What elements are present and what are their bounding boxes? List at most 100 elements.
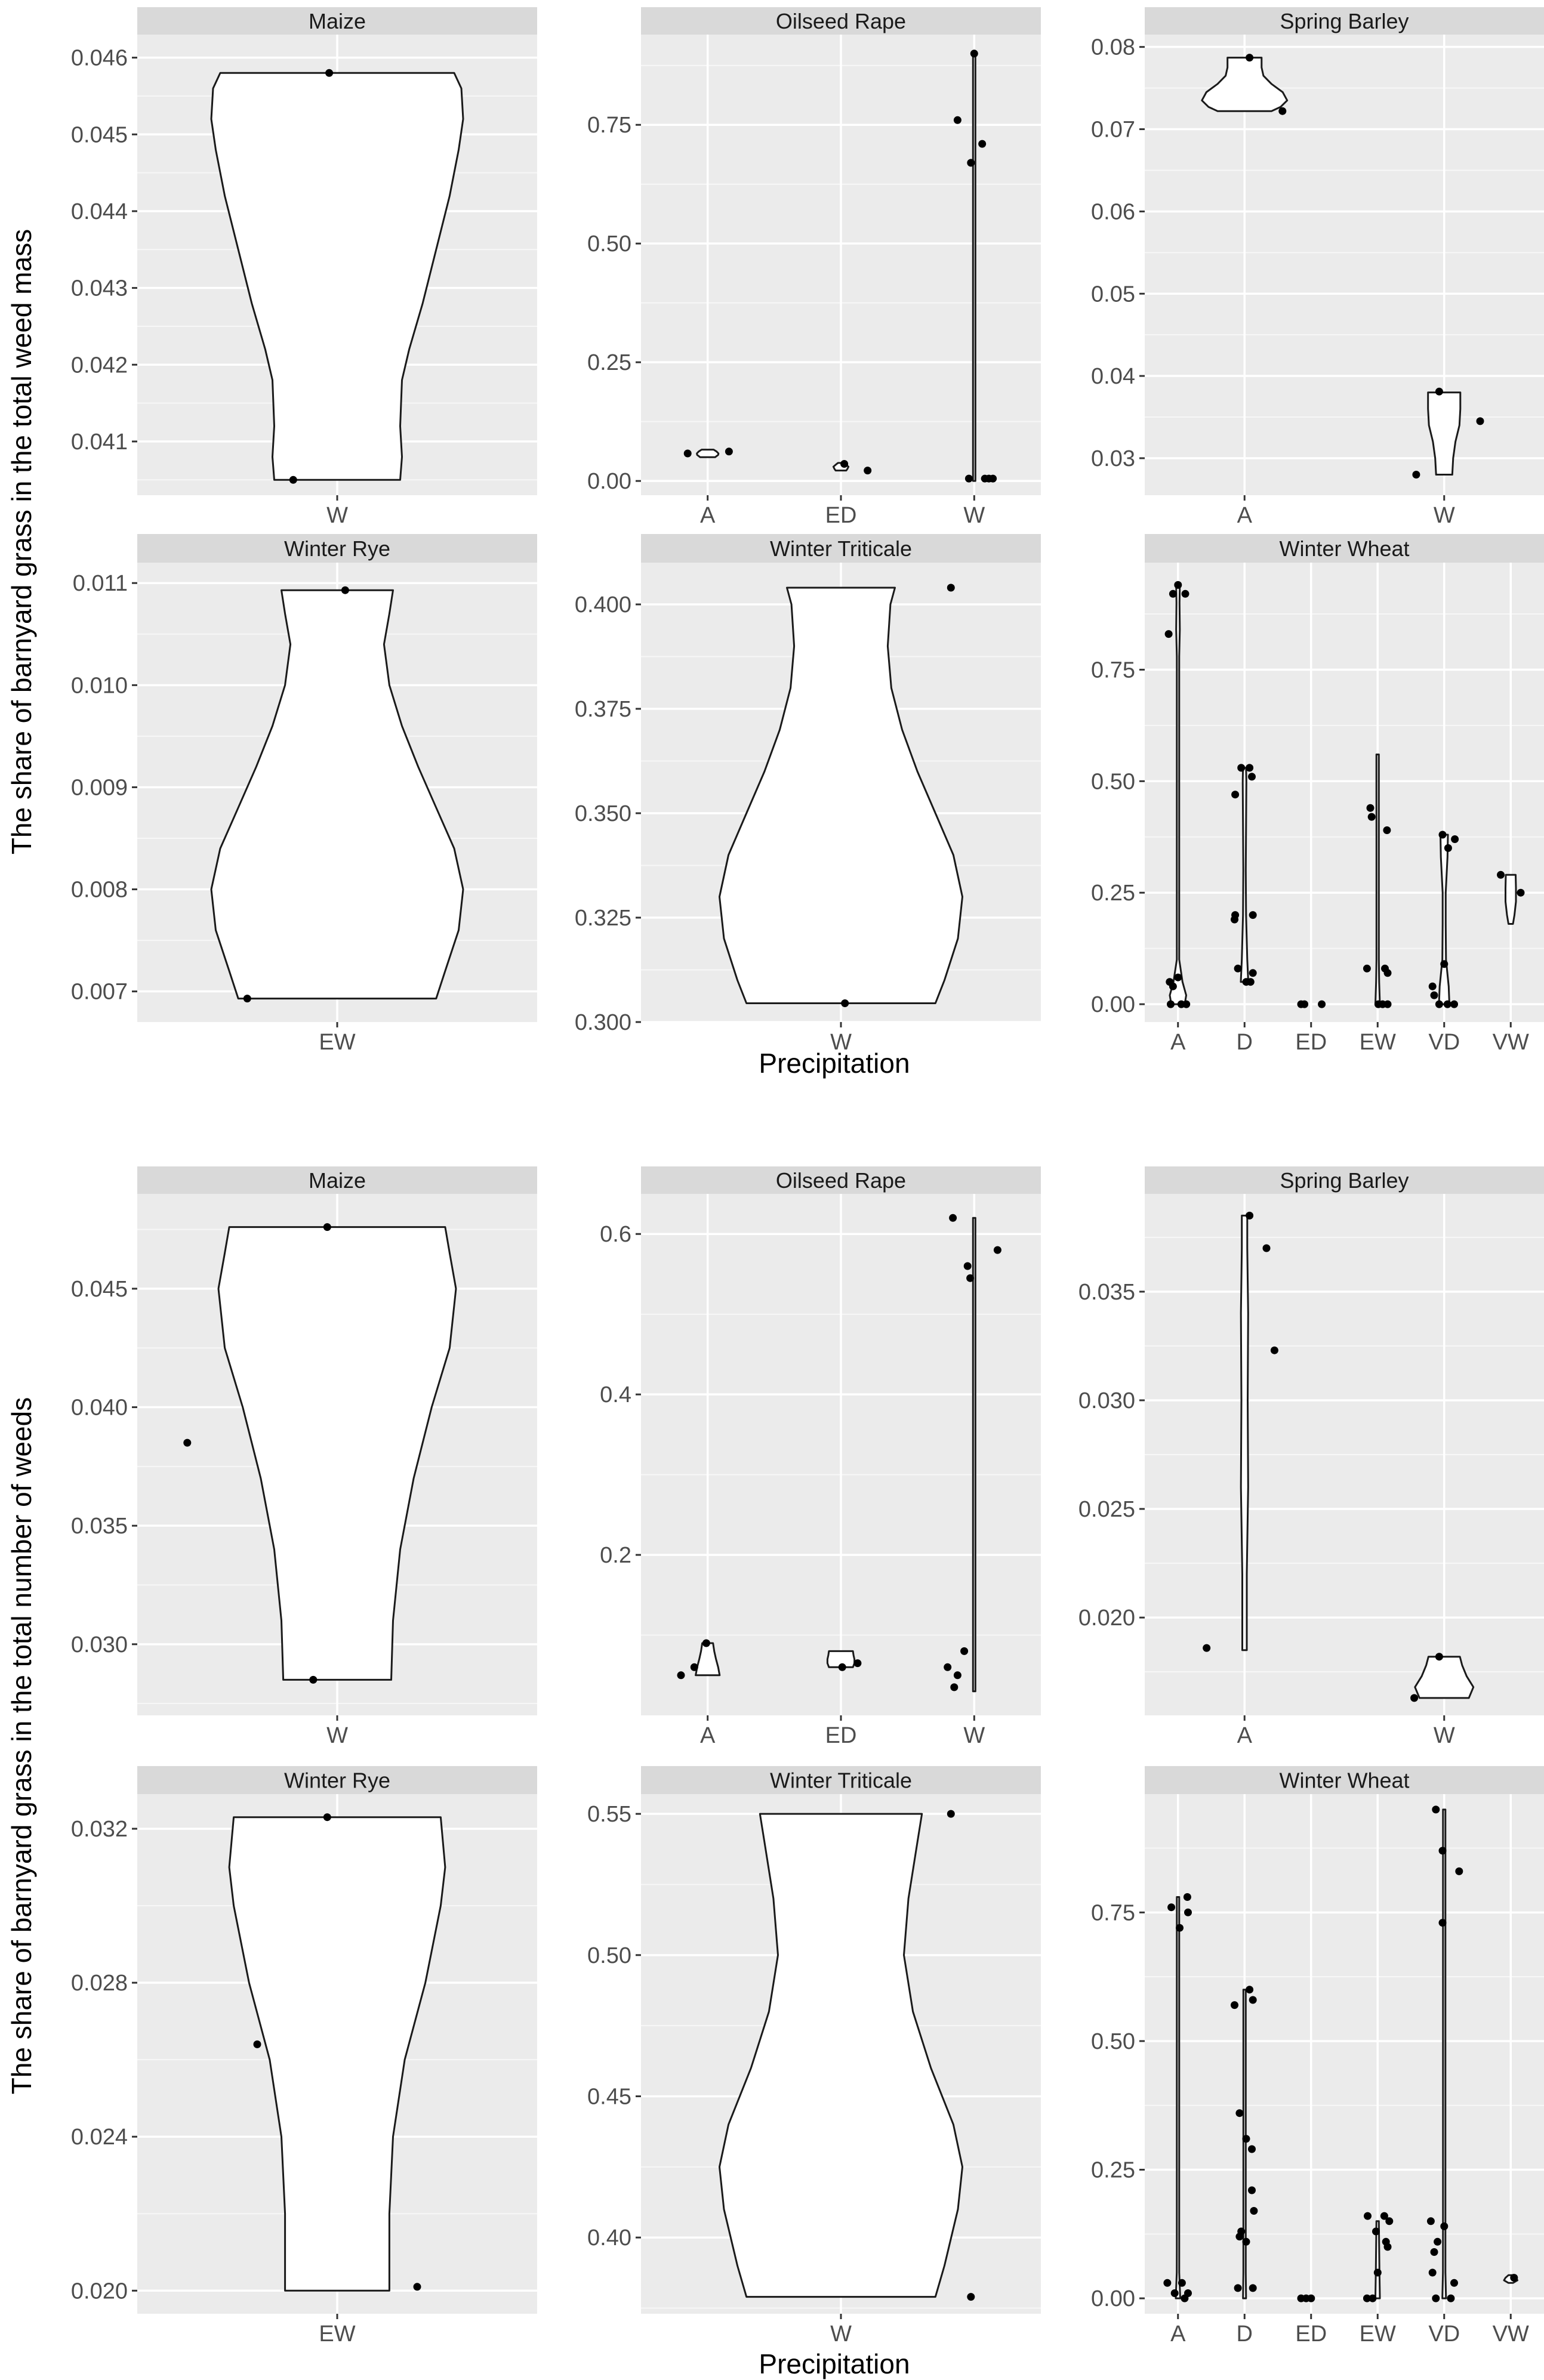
- top-winter-wheat-data-point: [1167, 1000, 1175, 1008]
- top-maize-data-point: [325, 69, 334, 77]
- bottom-winter-wheat-data-point: [1428, 2268, 1437, 2277]
- top-winter-wheat-data-point: [1249, 969, 1257, 977]
- bottom-winter-triticale-violin-w: [719, 1813, 963, 2298]
- bottom-winter-triticale-y-tick-label: 0.50: [587, 1943, 631, 1968]
- bottom-oilseed-rape-y-tick-label: 0.6: [600, 1222, 631, 1247]
- bottom-oilseed-rape-y-tick-label: 0.4: [600, 1382, 631, 1407]
- bottom-spring-barley-data-point: [1435, 1653, 1443, 1661]
- top-oilseed-rape-data-point: [967, 159, 975, 167]
- bottom-winter-rye-strip-title: Winter Rye: [284, 1768, 390, 1793]
- top-winter-wheat-data-point: [1435, 1000, 1443, 1008]
- bottom-winter-wheat-y-tick-label: 0.50: [1091, 2029, 1135, 2054]
- bottom-winter-rye-panel: Winter Rye 0.020 0.024 0.028 0.032 EW: [71, 1766, 537, 2347]
- top-winter-wheat-data-point: [1366, 804, 1375, 812]
- bottom-winter-wheat-data-point: [1455, 1867, 1463, 1875]
- bottom-winter-wheat-x-tick-label-ed: ED: [1295, 2322, 1327, 2347]
- bottom-winter-wheat-x-tick-label-vd: VD: [1428, 2322, 1460, 2347]
- top-spring-barley-strip: [1145, 7, 1544, 35]
- bottom-x-axis-title: Precipitation: [759, 2348, 910, 2379]
- top-oilseed-rape-panel: Oilseed Rape 0.00 0.25 0.50 0.75 A ED W: [587, 7, 1041, 528]
- top-winter-wheat-data-point: [1231, 791, 1240, 799]
- bottom-maize-panel: Maize 0.030 0.035 0.040 0.045 W: [71, 1166, 537, 1748]
- bottom-oilseed-rape-data-point: [702, 1639, 710, 1647]
- top-winter-wheat-y-tick-label: 0.75: [1091, 657, 1135, 683]
- bottom-y-axis-title: The share of barnyard grass in the total…: [6, 1397, 37, 2095]
- bottom-winter-rye-y-tick-label: 0.020: [71, 2279, 128, 2304]
- top-spring-barley-y-tick-label: 0.05: [1091, 282, 1135, 307]
- top-winter-wheat-y-tick-label: 0.25: [1091, 881, 1135, 906]
- bottom-winter-rye-violin-ew: [228, 1816, 446, 2292]
- top-spring-barley-x-tick-label-a: A: [1237, 503, 1253, 528]
- top-winter-rye-y-tick-label: 0.011: [73, 571, 128, 596]
- top-maize-panel: Maize 0.041 0.042 0.043 0.044 0.045 0.046 W: [71, 7, 537, 528]
- bottom-maize-violin-w: [217, 1226, 457, 1681]
- bottom-maize-data-point: [309, 1675, 318, 1684]
- bottom-oilseed-rape-strip-title: Oilseed Rape: [776, 1168, 906, 1193]
- top-winter-triticale-y-tick-label: 0.350: [575, 801, 631, 826]
- bottom-winter-triticale-x-tick-label-w: W: [830, 2322, 852, 2347]
- top-winter-wheat-data-point: [1231, 915, 1238, 924]
- bottom-spring-barley-y-tick-label: 0.035: [1078, 1280, 1135, 1305]
- bottom-oilseed-rape-strip: [641, 1166, 1041, 1194]
- bottom-spring-barley-strip-title: Spring Barley: [1280, 1168, 1409, 1193]
- bottom-winter-wheat-x-tick-label-ew: EW: [1360, 2322, 1396, 2347]
- bottom-winter-wheat-data-point: [1372, 2227, 1380, 2236]
- bottom-spring-barley-y-tick-label: 0.020: [1078, 1606, 1135, 1631]
- bottom-maize-y-tick-label: 0.045: [71, 1277, 128, 1302]
- bottom-winter-rye-data-point: [253, 2040, 261, 2048]
- bottom-winter-wheat-data-point: [1176, 1924, 1184, 1932]
- bottom-spring-barley-x-tick-label-a: A: [1237, 1723, 1253, 1748]
- bottom-winter-wheat-data-point: [1181, 2294, 1189, 2302]
- bottom-winter-wheat-data-point: [1163, 2279, 1172, 2287]
- bottom-winter-rye-data-point: [323, 1813, 331, 1822]
- top-spring-barley-y-tick-label: 0.03: [1091, 446, 1135, 471]
- top-oilseed-rape-data-point: [964, 474, 973, 483]
- top-spring-barley-y-tick-label: 0.04: [1091, 364, 1135, 389]
- top-spring-barley-panel: Spring Barley 0.03 0.04 0.05 0.06 0.07 0.08 A W: [1091, 7, 1544, 528]
- top-oilseed-rape-x-tick-label-ed: ED: [825, 503, 857, 528]
- top-winter-rye-y-tick-label: 0.007: [71, 980, 128, 1005]
- bottom-winter-wheat-x-tick-label-vw: VW: [1493, 2322, 1529, 2347]
- bottom-winter-wheat-data-point: [1307, 2294, 1315, 2302]
- top-winter-triticale-violin-w: [719, 586, 963, 1004]
- top-winter-wheat-violin-ew: [1375, 754, 1381, 1005]
- top-oilseed-rape-x-tick-label-w: W: [963, 503, 985, 528]
- bottom-winter-wheat-data-point: [1363, 2294, 1371, 2302]
- bottom-winter-wheat-data-point: [1373, 2268, 1382, 2277]
- bottom-winter-rye-y-tick-label: 0.028: [71, 1971, 128, 1996]
- top-winter-wheat-y-tick-label: 0.50: [1091, 769, 1135, 794]
- top-oilseed-rape-strip: [641, 7, 1041, 35]
- bottom-spring-barley-violin-a: [1240, 1214, 1249, 1652]
- bottom-winter-triticale-data-point: [947, 1810, 955, 1818]
- top-winter-rye-strip: [137, 534, 537, 563]
- top-winter-wheat-data-point: [1383, 826, 1391, 834]
- top-winter-triticale-panel: Winter Triticale 0.300 0.325 0.350 0.375 0.40…: [575, 534, 1041, 1055]
- top-winter-rye-data-point: [341, 586, 349, 594]
- top-winter-wheat-strip-title: Winter Wheat: [1279, 536, 1409, 561]
- bottom-winter-wheat-data-point: [1246, 1986, 1254, 1994]
- bottom-winter-rye-data-point: [413, 2283, 421, 2291]
- bottom-oilseed-rape-panel: Oilseed Rape 0.2 0.4 0.6 A ED W: [600, 1166, 1041, 1748]
- bottom-winter-wheat-data-point: [1183, 1893, 1191, 1901]
- top-spring-barley-data-point: [1476, 417, 1484, 425]
- top-winter-wheat-data-point: [1174, 581, 1182, 589]
- bottom-winter-wheat-data-point: [1383, 2243, 1392, 2251]
- top-winter-triticale-x-tick-label-w: W: [830, 1030, 852, 1055]
- bottom-oilseed-rape-violin-ed: [826, 1650, 856, 1668]
- bottom-winter-wheat-violin-vd: [1441, 1808, 1447, 2299]
- top-oilseed-rape-y-tick-label: 0.25: [587, 350, 631, 375]
- bottom-winter-wheat-data-point: [1430, 2248, 1438, 2256]
- bottom-oilseed-rape-data-point: [944, 1663, 952, 1671]
- top-oilseed-rape-violin-w: [972, 53, 976, 482]
- top-winter-wheat-data-point: [1174, 973, 1182, 981]
- bottom-winter-wheat-data-point: [1385, 2217, 1394, 2225]
- top-winter-wheat-data-point: [1318, 1000, 1326, 1008]
- top-maize-strip-title: Maize: [309, 9, 366, 33]
- bottom-oilseed-rape-y-tick-label: 0.2: [600, 1543, 631, 1568]
- bottom-winter-wheat-data-point: [1440, 2222, 1449, 2230]
- top-maize-y-tick-label: 0.045: [71, 122, 128, 147]
- bottom-winter-wheat-data-point: [1426, 2217, 1435, 2225]
- top-maize-data-point: [289, 476, 297, 484]
- bottom-winter-wheat-y-tick-label: 0.75: [1091, 1900, 1135, 1925]
- bottom-winter-wheat-data-point: [1231, 2001, 1238, 2009]
